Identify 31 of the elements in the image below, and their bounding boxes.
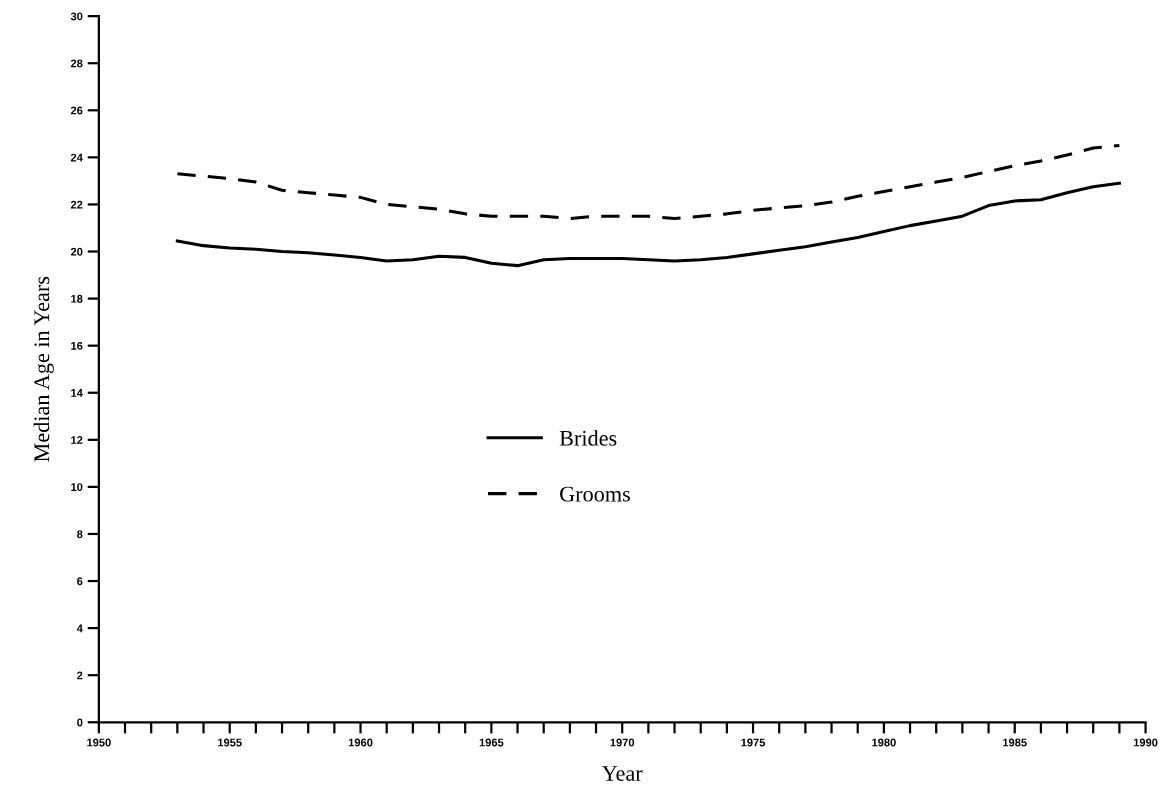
x-tick-label: 1970 — [610, 738, 635, 747]
x-tick-label: 1975 — [741, 738, 766, 747]
x-tick-label: 1950 — [87, 738, 111, 747]
x-tick-label: 1980 — [872, 738, 896, 747]
y-tick-label: 24 — [70, 153, 83, 162]
line-series — [175, 144, 1121, 221]
y-tick-label: 20 — [70, 247, 83, 256]
x-tick-label: 1985 — [1003, 738, 1027, 747]
y-tick-label: 28 — [70, 59, 83, 68]
y-tick-label: 0 — [77, 718, 83, 727]
x-axis-title: Year — [601, 766, 643, 781]
y-tick-label: 18 — [71, 294, 83, 303]
y-tick-label: 16 — [71, 341, 83, 350]
y-tick-label: 30 — [70, 12, 83, 21]
y-tick-label: 22 — [70, 200, 83, 209]
y-tick-label: 6 — [77, 577, 83, 586]
line-series — [175, 181, 1121, 268]
y-tick-label: 8 — [77, 530, 83, 539]
x-tick-label: 1955 — [218, 738, 242, 747]
y-tick-label: 12 — [71, 436, 83, 444]
y-tick-label: 4 — [76, 624, 83, 633]
x-tick-label: 1960 — [348, 738, 373, 747]
x-tick-label: 1965 — [479, 738, 504, 747]
y-tick-label: 26 — [70, 106, 83, 115]
legend-label: Grooms — [560, 486, 630, 502]
y-tick-label: 2 — [77, 671, 83, 680]
y-tick-label: 10 — [71, 483, 83, 492]
y-tick-label: 14 — [71, 389, 83, 397]
x-tick-label: 1990 — [1133, 738, 1158, 747]
legend-label: Brides — [559, 430, 617, 446]
y-axis-title: Median Age in Years — [33, 276, 54, 462]
